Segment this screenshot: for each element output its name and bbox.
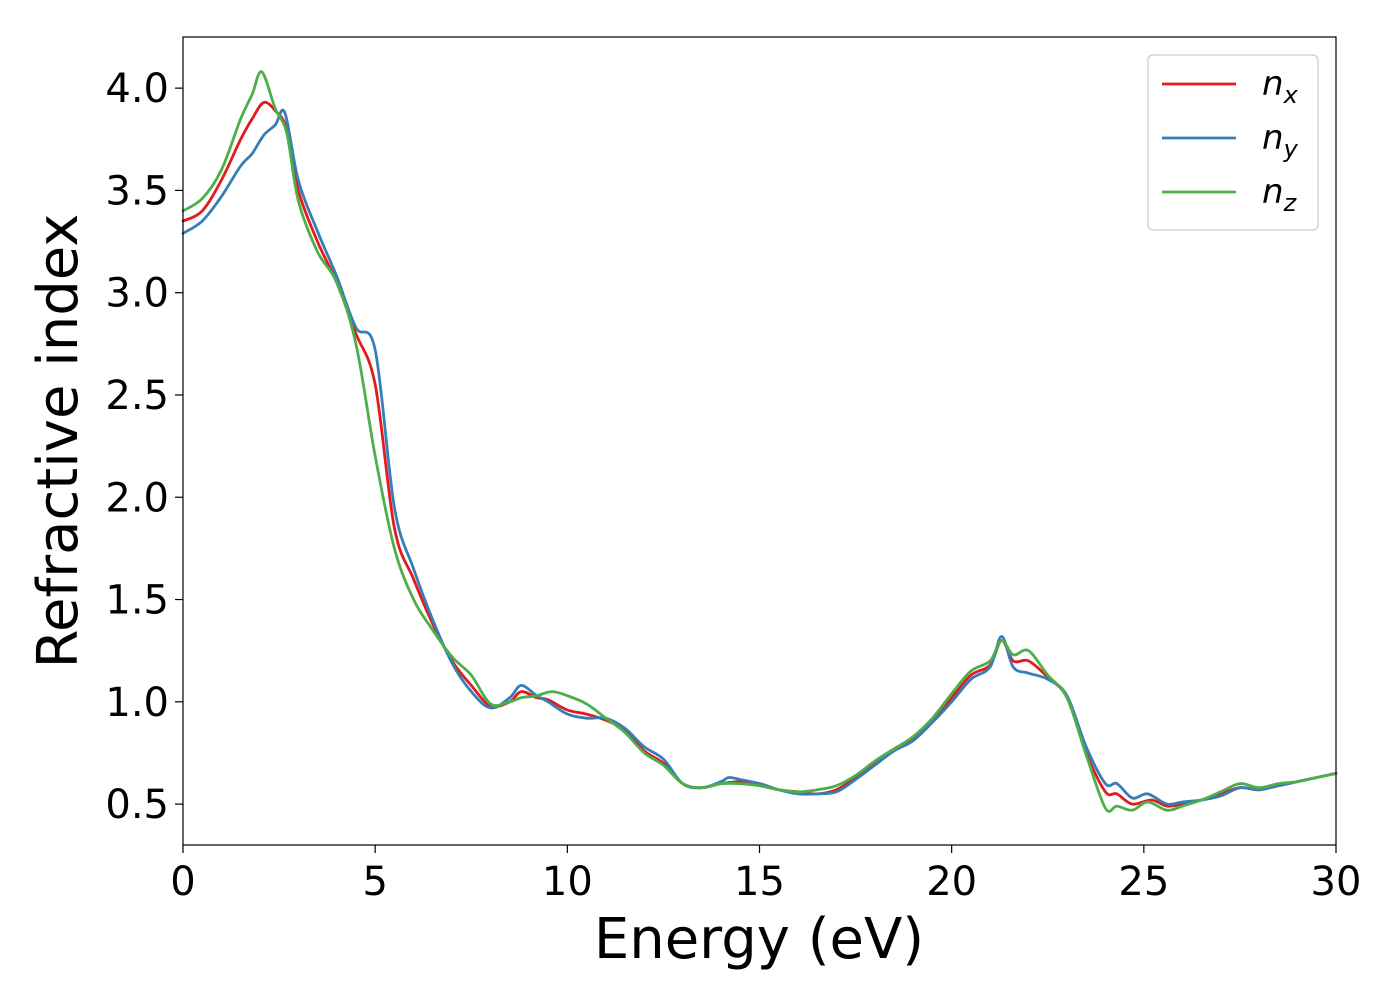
legend-box — [1147, 54, 1319, 231]
y-tick-label: 3.0 — [105, 271, 169, 317]
x-axis-label: Energy (eV) — [594, 907, 924, 972]
plot-lines — [181, 70, 1338, 813]
x-axis-ticks: 0 5 10 15 20 25 30 — [170, 845, 1361, 905]
x-tick-label: 25 — [1118, 859, 1169, 905]
y-tick-label: 4.0 — [105, 66, 169, 112]
y-tick-label: 0.5 — [105, 782, 169, 828]
y-tick-label: 2.5 — [105, 373, 169, 419]
x-tick-label: 10 — [542, 859, 593, 905]
x-tick-label: 5 — [362, 859, 387, 905]
series-line-y — [181, 108, 1338, 806]
y-tick-label: 2.0 — [105, 475, 169, 521]
x-tick-label: 15 — [734, 859, 785, 905]
y-axis-ticks: 0.5 1.0 1.5 2.0 2.5 3.0 3.5 4.0 — [105, 66, 183, 828]
y-axis-label: Refractive index — [26, 214, 91, 669]
x-tick-label: 20 — [926, 859, 977, 905]
y-tick-label: 1.0 — [105, 680, 169, 726]
series-line-x — [181, 100, 1338, 808]
x-tick-label: 0 — [170, 859, 195, 905]
x-tick-label: 30 — [1311, 859, 1362, 905]
y-tick-label: 3.5 — [105, 168, 169, 214]
series-line-z — [181, 70, 1338, 813]
y-tick-label: 1.5 — [105, 578, 169, 624]
